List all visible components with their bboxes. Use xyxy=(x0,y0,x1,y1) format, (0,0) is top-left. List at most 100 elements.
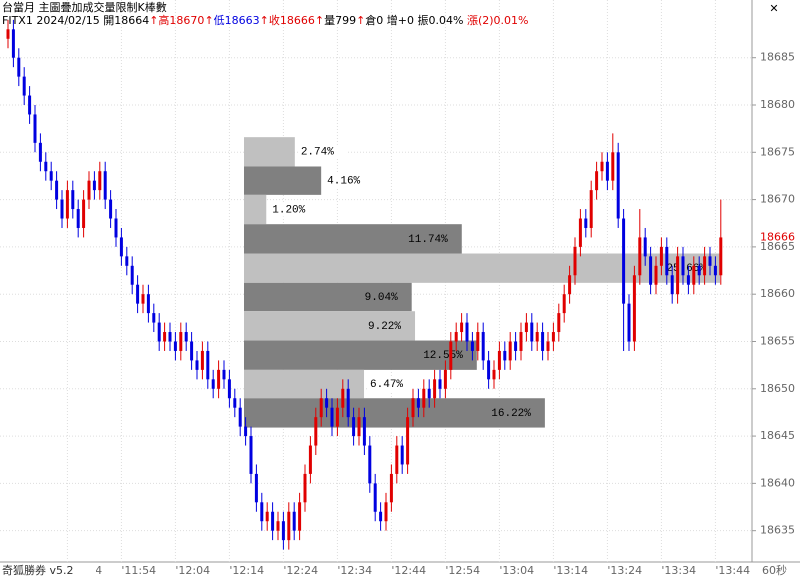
candle-body xyxy=(287,511,291,541)
candle-body xyxy=(508,341,512,361)
x-tick-label: '13:24 xyxy=(607,564,642,577)
candle-body xyxy=(632,275,636,342)
candle-body xyxy=(595,171,599,191)
header-item: ↑ xyxy=(204,14,213,27)
candle-body xyxy=(616,152,620,219)
header-item: 量799 xyxy=(324,14,356,27)
candle-body xyxy=(676,256,680,295)
candle-body xyxy=(686,275,690,285)
candle-body xyxy=(341,388,345,408)
candle-body xyxy=(71,190,75,210)
candle-body xyxy=(681,256,685,276)
candle-body xyxy=(433,379,437,399)
candle-body xyxy=(238,407,242,427)
candle-body xyxy=(649,256,653,285)
candle-body xyxy=(578,218,582,247)
candle-body xyxy=(325,398,329,408)
candle-body xyxy=(605,161,609,181)
profile-label: 9.22% xyxy=(368,321,401,333)
candle-body xyxy=(109,199,113,219)
candle-body xyxy=(443,369,447,389)
candle-body xyxy=(568,275,572,295)
candle-body xyxy=(713,265,717,276)
candle-body xyxy=(708,256,712,266)
profile-bar xyxy=(244,194,267,225)
candle-body xyxy=(406,417,410,465)
candle-body xyxy=(298,502,302,531)
candle-body xyxy=(659,246,663,266)
candle-body xyxy=(449,341,453,370)
candle-body xyxy=(44,161,48,172)
candle-body xyxy=(244,426,248,437)
candle-body xyxy=(465,322,469,342)
candle-body xyxy=(222,369,226,380)
x-tick-label: '12:34 xyxy=(337,564,372,577)
candle-body xyxy=(487,360,491,380)
profile-label: 9.04% xyxy=(365,292,398,304)
candle-body xyxy=(427,388,431,399)
candle-body xyxy=(33,114,37,143)
candle-body xyxy=(416,398,420,408)
x-tick-label: '13:14 xyxy=(553,564,588,577)
candle-body xyxy=(292,511,296,531)
candle-body xyxy=(589,190,593,228)
candle-body xyxy=(352,417,356,437)
candle-body xyxy=(276,521,280,531)
candle-body xyxy=(271,511,275,531)
candle-body xyxy=(584,218,588,228)
last-price-label: 18666 xyxy=(760,230,795,243)
y-tick-label: 18645 xyxy=(760,429,795,442)
candle-body xyxy=(638,237,642,276)
candle-body xyxy=(497,350,501,370)
candle-body xyxy=(670,275,674,295)
candle-body xyxy=(519,332,523,351)
header-item: FITX1 2024/02/15 開18664 xyxy=(2,14,149,27)
label-bg xyxy=(368,377,417,392)
candle-body xyxy=(330,407,334,427)
candle-body xyxy=(557,313,561,333)
candle-body xyxy=(22,76,26,96)
header-item: 低18663 xyxy=(214,14,260,27)
candle-body xyxy=(163,332,167,342)
candle-body xyxy=(217,369,221,389)
candle-body xyxy=(308,445,312,474)
y-tick-label: 18650 xyxy=(760,382,795,395)
x-tick-label: '12:04 xyxy=(175,564,210,577)
candle-body xyxy=(697,265,701,276)
candle-body xyxy=(611,152,615,181)
candle-body xyxy=(573,246,577,276)
candle-body xyxy=(389,473,393,503)
candle-body xyxy=(319,398,323,418)
candle-body xyxy=(82,199,86,228)
candle-body xyxy=(157,322,161,342)
candle-body xyxy=(368,445,372,484)
candle-body xyxy=(600,161,604,172)
y-tick-label: 18665 xyxy=(760,240,795,253)
candle-body xyxy=(541,332,545,351)
candle-body xyxy=(152,313,156,323)
candle-body xyxy=(87,180,91,200)
candle-body xyxy=(692,265,696,285)
profile-bar xyxy=(244,398,545,428)
candle-body xyxy=(265,511,269,522)
candle-body xyxy=(211,379,215,389)
candle-body xyxy=(438,379,442,389)
candle-body xyxy=(28,95,32,115)
candle-body xyxy=(395,445,399,474)
candle-body xyxy=(454,332,458,342)
candle-body xyxy=(535,332,539,342)
candle-body xyxy=(303,473,307,503)
candle-body xyxy=(719,237,723,276)
header-line1: 台當月 主圖疊加成交量限制K棒數 xyxy=(2,0,167,14)
close-button[interactable]: ✕ xyxy=(769,2,778,15)
label-bg xyxy=(270,202,319,217)
profile-bar xyxy=(244,253,720,283)
label-bg xyxy=(298,144,347,159)
x-tick-label: '11:54 xyxy=(121,564,156,577)
candle-body xyxy=(130,265,134,285)
candle-body xyxy=(98,171,102,191)
x-tick-label: '12:24 xyxy=(283,564,318,577)
candle-body xyxy=(476,332,480,351)
candle-body xyxy=(335,407,339,427)
